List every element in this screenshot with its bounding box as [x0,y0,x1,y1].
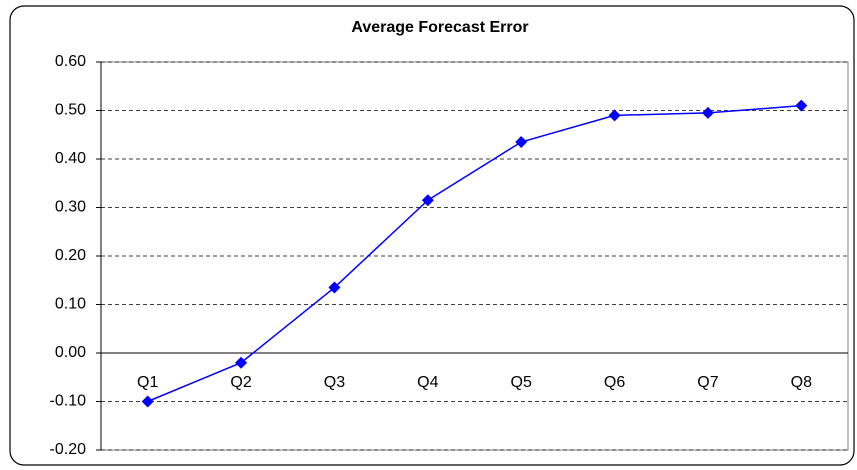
y-tick-label: 0.30 [55,199,86,216]
y-tick-label: 0.00 [55,344,86,361]
x-tick-label: Q2 [230,374,251,391]
x-tick-label: Q8 [791,374,812,391]
y-tick-label: 0.50 [55,102,86,119]
marker [141,395,154,408]
chart-border [9,5,855,466]
marker [515,136,528,149]
y-tick-label: -0.20 [50,441,87,458]
x-tick-label: Q1 [137,374,158,391]
y-tick-label: 0.60 [55,53,86,70]
marker [795,99,808,112]
marker [608,109,621,122]
y-tick-label: 0.20 [55,247,86,264]
x-tick-label: Q7 [697,374,718,391]
y-tick-label: -0.10 [50,393,87,410]
x-tick-label: Q6 [604,374,625,391]
x-tick-label: Q5 [511,374,532,391]
marker [235,356,248,369]
y-tick-label: 0.40 [55,150,86,167]
chart-title: Average Forecast Error [351,19,528,36]
x-tick-label: Q3 [324,374,345,391]
x-tick-label: Q4 [417,374,438,391]
marker [421,194,434,207]
marker [328,281,341,294]
marker [701,106,714,119]
y-tick-label: 0.10 [55,296,86,313]
line-series [147,104,802,403]
